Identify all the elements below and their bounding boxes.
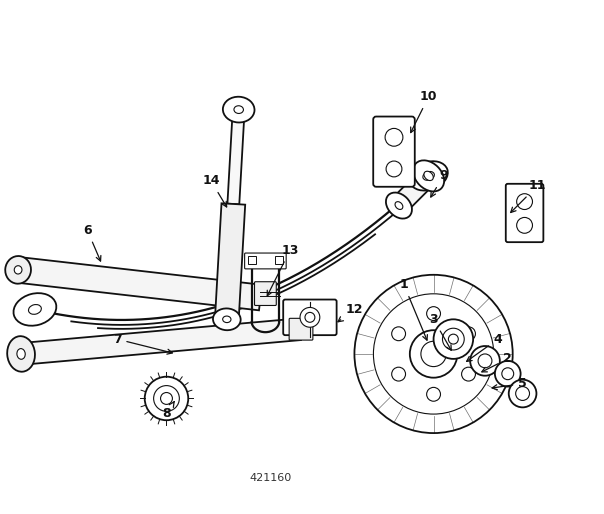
FancyBboxPatch shape bbox=[373, 117, 415, 187]
Polygon shape bbox=[215, 204, 245, 320]
Ellipse shape bbox=[17, 348, 25, 359]
Text: 4: 4 bbox=[467, 333, 503, 361]
Circle shape bbox=[391, 327, 405, 341]
Ellipse shape bbox=[223, 316, 231, 323]
Ellipse shape bbox=[386, 193, 412, 218]
FancyBboxPatch shape bbox=[254, 282, 276, 305]
Circle shape bbox=[300, 307, 320, 327]
Ellipse shape bbox=[234, 106, 243, 114]
Circle shape bbox=[373, 294, 493, 414]
Circle shape bbox=[461, 367, 475, 381]
Circle shape bbox=[355, 275, 513, 433]
Circle shape bbox=[434, 319, 473, 359]
Bar bbox=[275, 256, 283, 264]
Circle shape bbox=[516, 217, 533, 233]
Text: 12: 12 bbox=[338, 303, 363, 322]
Circle shape bbox=[391, 367, 405, 381]
Text: 10: 10 bbox=[411, 90, 437, 133]
Circle shape bbox=[161, 393, 172, 405]
Ellipse shape bbox=[7, 336, 35, 372]
Circle shape bbox=[426, 388, 440, 401]
Circle shape bbox=[305, 313, 315, 322]
Circle shape bbox=[461, 327, 475, 341]
Ellipse shape bbox=[410, 161, 448, 191]
Ellipse shape bbox=[14, 266, 22, 274]
Text: 8: 8 bbox=[162, 401, 175, 420]
Circle shape bbox=[426, 307, 440, 321]
Circle shape bbox=[495, 361, 521, 387]
Circle shape bbox=[145, 377, 188, 420]
Ellipse shape bbox=[28, 304, 41, 315]
Circle shape bbox=[386, 161, 402, 177]
Text: 3: 3 bbox=[429, 313, 451, 351]
FancyBboxPatch shape bbox=[289, 318, 313, 340]
Ellipse shape bbox=[13, 293, 56, 326]
Circle shape bbox=[153, 386, 179, 411]
Text: 5: 5 bbox=[492, 377, 527, 390]
FancyBboxPatch shape bbox=[245, 253, 286, 269]
Circle shape bbox=[516, 387, 530, 400]
Ellipse shape bbox=[213, 308, 240, 330]
Circle shape bbox=[516, 194, 533, 210]
Circle shape bbox=[421, 341, 446, 366]
Circle shape bbox=[385, 128, 403, 146]
Bar bbox=[248, 256, 255, 264]
Circle shape bbox=[410, 330, 457, 378]
Circle shape bbox=[470, 346, 500, 376]
Text: 6: 6 bbox=[83, 224, 101, 261]
Circle shape bbox=[443, 328, 464, 350]
Text: 421160: 421160 bbox=[249, 472, 292, 483]
Ellipse shape bbox=[423, 172, 434, 180]
Circle shape bbox=[509, 380, 536, 408]
Circle shape bbox=[502, 368, 513, 380]
Polygon shape bbox=[228, 109, 245, 204]
Text: 11: 11 bbox=[511, 179, 546, 212]
Ellipse shape bbox=[395, 201, 403, 210]
Circle shape bbox=[448, 334, 458, 344]
Ellipse shape bbox=[223, 97, 254, 122]
Polygon shape bbox=[20, 318, 301, 365]
Polygon shape bbox=[392, 169, 435, 213]
Ellipse shape bbox=[413, 160, 444, 191]
Text: 9: 9 bbox=[431, 170, 448, 197]
Text: 13: 13 bbox=[267, 244, 299, 296]
Text: 2: 2 bbox=[482, 353, 512, 372]
FancyBboxPatch shape bbox=[283, 300, 336, 335]
Text: 7: 7 bbox=[113, 333, 172, 354]
Text: 14: 14 bbox=[202, 174, 226, 207]
Ellipse shape bbox=[5, 256, 31, 284]
Ellipse shape bbox=[424, 171, 433, 180]
Text: 1: 1 bbox=[399, 278, 428, 340]
Circle shape bbox=[478, 354, 492, 368]
Polygon shape bbox=[17, 257, 262, 310]
FancyBboxPatch shape bbox=[506, 184, 544, 242]
